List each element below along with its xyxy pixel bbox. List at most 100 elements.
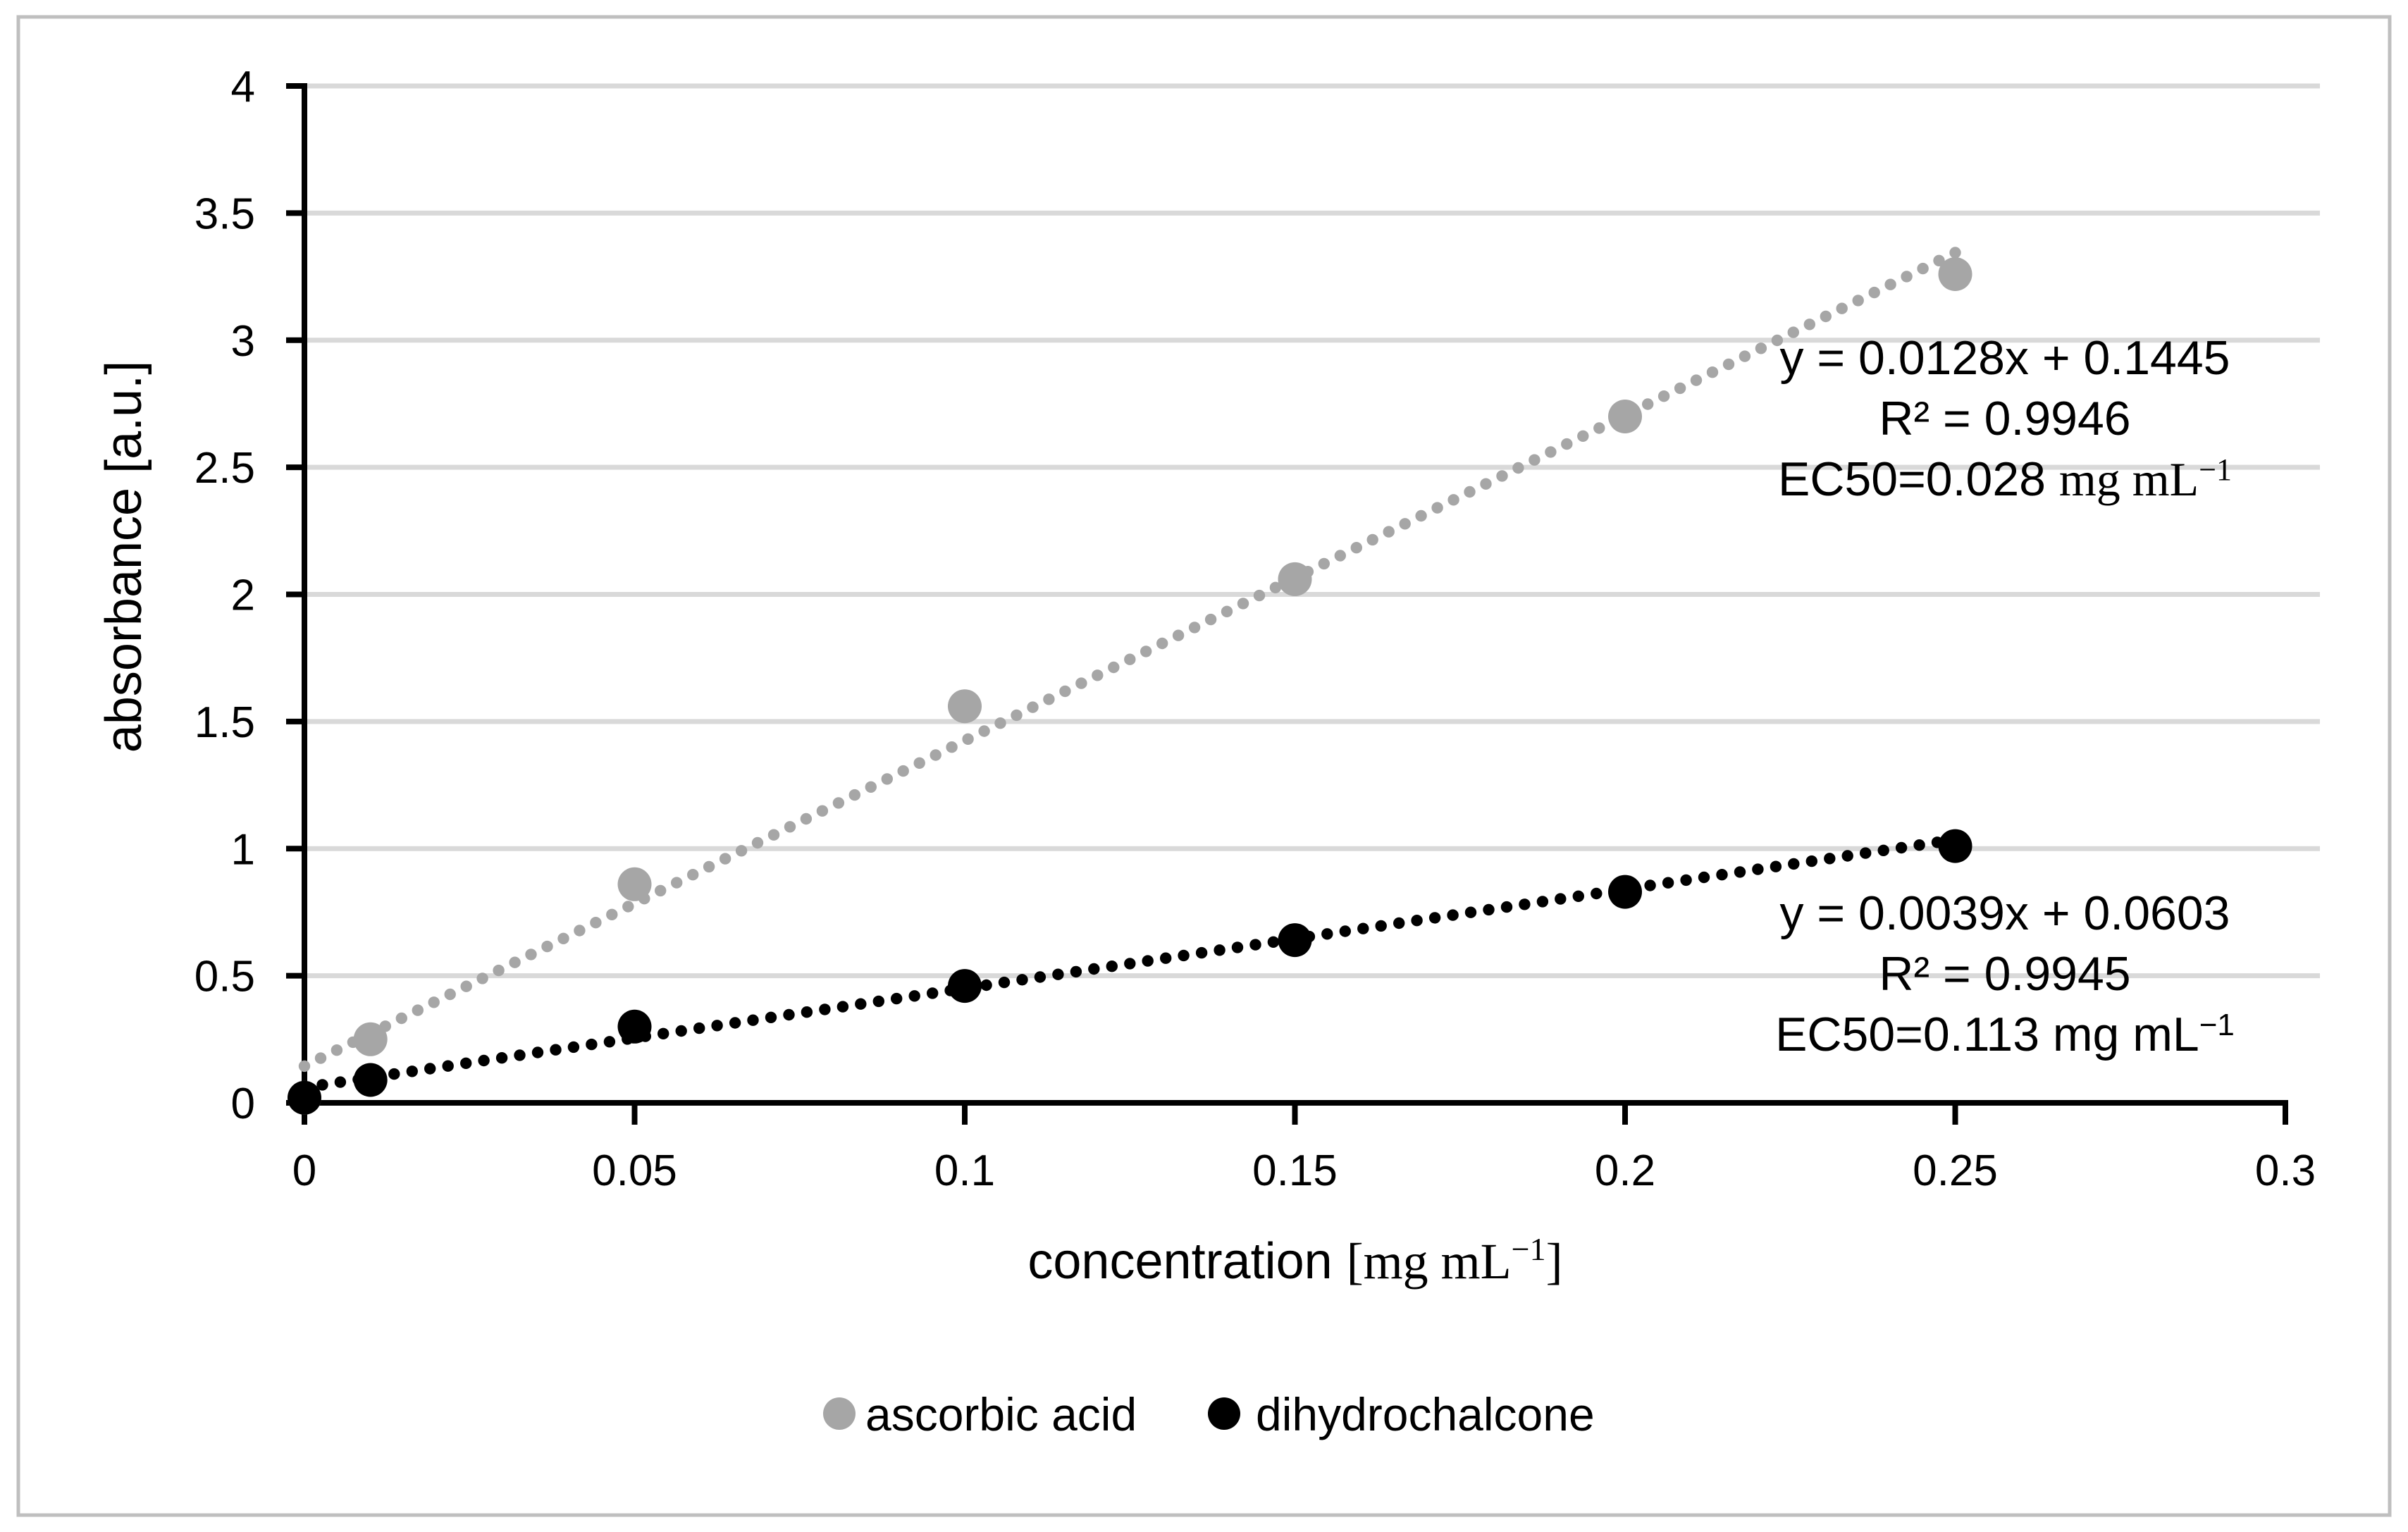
trendline-dot: [428, 996, 440, 1008]
trendline-dot: [1160, 952, 1172, 964]
trendline-dot: [1841, 850, 1853, 862]
x-tick-label: 0.1: [934, 1147, 995, 1195]
trendline-dot: [1108, 661, 1120, 674]
trendline-dot: [1366, 533, 1378, 546]
trendline-dot: [514, 1049, 526, 1061]
trendline-dot: [1593, 422, 1605, 434]
trendline-dot: [1787, 326, 1799, 338]
trendline-dot: [1059, 685, 1071, 698]
y-tick-label: 2: [231, 572, 255, 620]
trendline-dot: [1350, 542, 1363, 554]
trendline-dot: [1884, 278, 1896, 290]
trendline-dot: [908, 990, 920, 1002]
trendline-dot: [1016, 974, 1028, 986]
trendline-dot: [784, 821, 796, 833]
trendline-dot: [671, 877, 683, 889]
trendline-dot: [406, 1065, 418, 1077]
data-point-dihydrochalcone: [353, 1063, 388, 1097]
trendline-dot: [1253, 589, 1266, 602]
trendline-dot: [751, 836, 764, 849]
data-point-ascorbic-acid: [353, 1022, 388, 1056]
data-point-ascorbic-acid: [948, 689, 982, 724]
trendline-annotation-ascorbic-acid: y = 0.0128x + 0.1445 R² = 0.9946 EC50=0.02…: [1778, 331, 2232, 506]
trendline-dot: [1092, 669, 1104, 681]
trendline-dot: [1043, 693, 1055, 705]
trendline-dot: [1690, 374, 1703, 386]
trendline-dot: [388, 1068, 400, 1080]
x-tick-label: 0.15: [1252, 1147, 1338, 1195]
trendline-dot: [1411, 915, 1423, 927]
trendline-dot: [1124, 958, 1136, 970]
x-tick-label: 0.3: [2255, 1147, 2316, 1195]
y-tick-label: 0.5: [195, 953, 255, 1001]
trendline-dot: [962, 733, 974, 746]
trendline-dot: [930, 749, 941, 761]
trendline-dot: [1399, 518, 1411, 530]
trendline-dot: [1500, 901, 1513, 913]
trendline-dot: [1034, 971, 1046, 983]
trendline-ec50: EC50=0.113 mg mL−1: [1775, 1008, 2235, 1061]
trendline-dot: [1536, 896, 1549, 908]
trendline-dot: [703, 860, 715, 873]
trendline-equation: y = 0.0128x + 0.1445: [1780, 331, 2230, 385]
trendline-dot: [1545, 446, 1557, 458]
trendline-dot: [1852, 295, 1864, 307]
trendline-dot: [603, 1036, 616, 1048]
trendline-dot: [994, 717, 1006, 729]
trendline-dot: [1321, 928, 1333, 940]
trendline-dot: [493, 964, 505, 977]
trendline-dot: [978, 725, 990, 737]
trendline-dot: [1237, 598, 1249, 610]
trendline-dot: [1933, 254, 1945, 266]
chart-border: [16, 15, 2392, 1517]
trendline-dot: [495, 1052, 508, 1064]
trendline-dot: [531, 1046, 544, 1058]
trendline-dot: [1572, 890, 1584, 903]
trendlines: [298, 247, 1961, 1094]
trendline-dot: [1716, 869, 1728, 881]
y-tick-label: 2.5: [195, 444, 255, 493]
legend-item-ascorbic-acid: ascorbic acid: [823, 1388, 1137, 1440]
trendline-dot: [412, 1004, 424, 1016]
trendline-dot: [1334, 550, 1347, 562]
trendline-dot: [1178, 949, 1190, 962]
trendline-dot: [1657, 390, 1670, 402]
trendline-dot: [1124, 653, 1136, 665]
trendline-dot: [998, 976, 1011, 989]
trendline-dot: [1895, 841, 1908, 854]
trendline-dot: [1519, 898, 1531, 910]
y-tick-label: 3.5: [195, 190, 255, 238]
trendline-dot: [1231, 941, 1244, 953]
trendline-dot: [800, 813, 813, 825]
data-point-dihydrochalcone: [1938, 829, 1972, 863]
y-ticks: 0 0.5 1 1.5 2 2.5 3 3.5 4: [195, 63, 303, 1128]
trendline-dot: [509, 956, 521, 968]
trendline-dot: [1680, 874, 1692, 887]
trendline-dot: [687, 869, 699, 881]
trendline-dot: [855, 998, 867, 1010]
x-axis-title: concentration [mg mL−1]: [1027, 1231, 1562, 1290]
trendline-dot: [816, 805, 829, 817]
trendline-dot: [586, 1038, 598, 1051]
trendline-dot: [1662, 877, 1674, 889]
trendline-dot: [1027, 701, 1039, 713]
trendline-dot: [980, 979, 992, 992]
trendline-dot: [395, 1012, 407, 1025]
trendline-dot: [1698, 871, 1710, 884]
trendline-dot: [872, 995, 885, 1008]
y-tick-label: 3: [231, 317, 255, 366]
trendline-dot: [424, 1063, 436, 1075]
trendline-dot: [1771, 334, 1784, 347]
trendline-dot: [334, 1076, 347, 1088]
trendline-dot: [442, 1060, 454, 1072]
trendline-dot: [1428, 912, 1441, 924]
trendline-dot: [1140, 645, 1152, 657]
trendline-dot: [1188, 622, 1201, 634]
trendline-dot: [1357, 922, 1369, 934]
trendline-dot: [1824, 853, 1836, 865]
trendline-dot: [476, 972, 488, 984]
trendline-dot: [1480, 478, 1492, 490]
trendline-dot: [478, 1054, 490, 1067]
